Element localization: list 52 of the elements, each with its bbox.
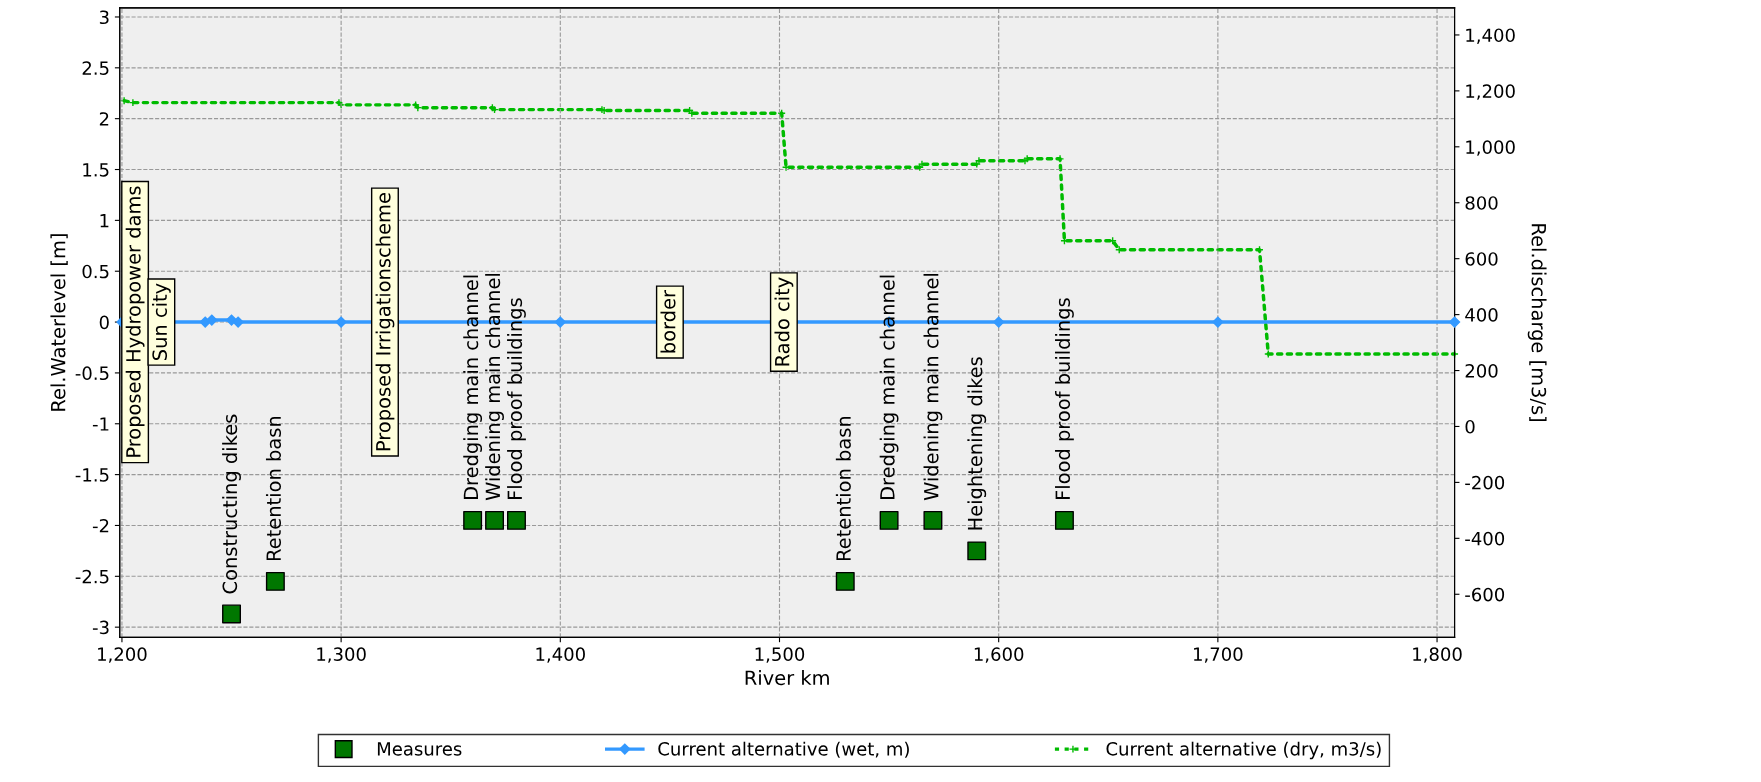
y2-tick-label: 1,200	[1466, 84, 1515, 100]
y-tick-label: 2.5	[82, 61, 109, 75]
y2-tick-label: 800	[1465, 196, 1498, 210]
annotation: Retention basn	[265, 416, 282, 561]
annotation: Widening main channel	[923, 273, 943, 501]
y-tick-label: 1	[100, 214, 109, 228]
annotation: Widening main channel	[485, 273, 504, 501]
y2-tick-label: 1,000	[1466, 140, 1515, 156]
annotation: Proposed Hydropower dams	[125, 186, 145, 457]
y2-tick-label: 1,400	[1466, 28, 1515, 44]
y-tick-label: -0.5	[75, 366, 109, 381]
y-tick-label: -2	[92, 518, 109, 533]
annotation: border	[660, 289, 676, 353]
legend-label: Measures	[377, 742, 462, 756]
y2-tick-label: -600	[1465, 587, 1505, 602]
y2-tick-label: -400	[1465, 531, 1505, 546]
x-tick-label: 1,400	[536, 647, 585, 663]
x-tick-label: 1,500	[755, 647, 805, 663]
y-tick-label: 0.5	[82, 264, 109, 279]
y-tick-label: 3	[99, 10, 109, 25]
y2-tick-label: 200	[1465, 364, 1498, 378]
annotation: Heightening dikes	[967, 357, 987, 530]
annotation: Sun city	[151, 283, 171, 360]
annotation: Constructing dikes	[222, 414, 241, 594]
y-tick-label: -1.5	[75, 468, 109, 482]
annotation: Flood proof buildings	[1055, 298, 1074, 500]
annotation: Retention basn	[835, 416, 851, 561]
y2-tick-label: -200	[1465, 475, 1505, 490]
annotation: Rado city	[774, 277, 794, 366]
y2-axis-title: Rel.discharge [m3/s]	[1527, 224, 1547, 422]
y2-tick-label: 600	[1465, 252, 1498, 266]
x-tick-label: 1,600	[974, 647, 1024, 663]
legend-label: Current alternative (dry, m3/s)	[1106, 741, 1381, 760]
x-axis-title: River km	[745, 670, 829, 686]
annotation: Dredging main channel	[463, 275, 483, 500]
y2-tick-label: 400	[1465, 308, 1498, 322]
annotation: Proposed Irrigationscheme	[375, 193, 395, 451]
y-tick-label: -2.5	[75, 569, 109, 584]
y-tick-label: 1.5	[83, 163, 109, 177]
y-tick-label: 2	[99, 112, 109, 126]
annotation: Dredging main channel	[879, 275, 899, 500]
x-tick-label: 1,300	[317, 647, 366, 663]
y-tick-label: -1	[92, 417, 109, 431]
legend-label: Current alternative (wet, m)	[658, 741, 909, 758]
y2-tick-label: 0	[1465, 419, 1475, 434]
annotation: Flood proof buildings	[507, 298, 526, 500]
x-tick-label: 1,800	[1413, 647, 1462, 663]
x-tick-label: 1,200	[98, 647, 147, 663]
x-tick-label: 1,700	[1194, 647, 1243, 663]
y-axis-title: Rel.Waterlevel [m]	[50, 234, 68, 411]
y-tick-label: -3	[92, 620, 109, 635]
y-tick-label: 0	[99, 315, 109, 330]
